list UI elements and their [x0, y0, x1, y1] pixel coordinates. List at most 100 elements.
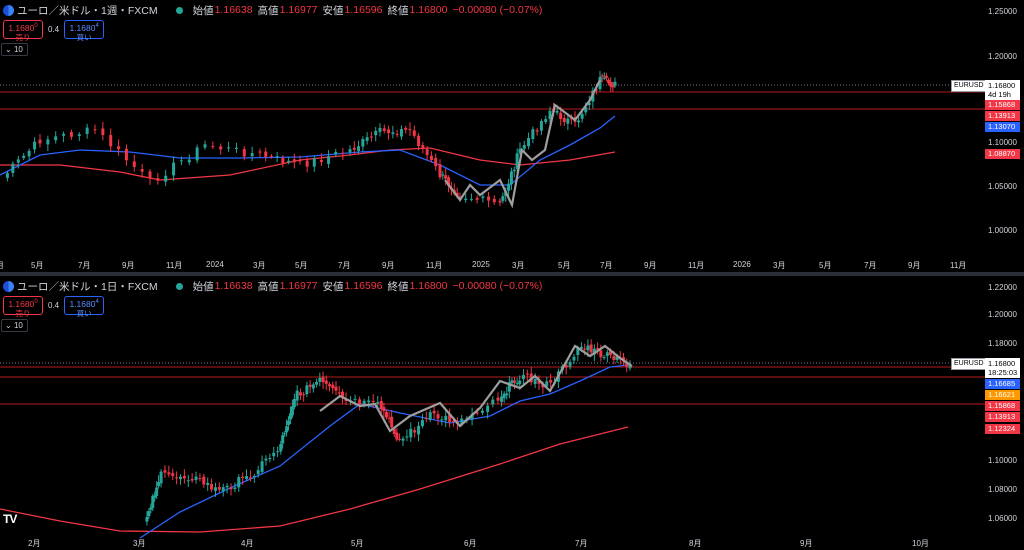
pane-divider[interactable]	[0, 272, 1024, 276]
time-tick-label: 5月	[295, 261, 308, 270]
candle-body	[140, 168, 144, 172]
price-level-tag: 1.12324	[985, 424, 1020, 434]
symbol-price-tag: EURUSD	[951, 358, 987, 370]
weekly-candlestick-chart[interactable]	[0, 0, 1024, 272]
candle-body	[409, 428, 413, 438]
candle-body	[341, 152, 345, 154]
candle-body	[46, 139, 50, 145]
candle-body	[498, 200, 502, 203]
candle-body	[182, 475, 186, 479]
candle-body	[405, 436, 409, 438]
time-tick-label: 2025	[472, 260, 490, 269]
volume-toggle[interactable]: ⌄ 10	[1, 319, 28, 332]
candle-body	[109, 135, 113, 147]
candle-body	[628, 364, 632, 369]
candle-body	[264, 458, 268, 461]
time-tick-label: 11月	[688, 261, 705, 270]
candle-body	[395, 432, 399, 440]
symbol-title[interactable]: ユーロ／米ドル・1週・FXCM	[17, 4, 158, 17]
close-label: 終値	[387, 4, 409, 17]
sell-button[interactable]: 1.16800 売り	[3, 296, 43, 318]
candle-body	[268, 457, 272, 459]
candle-body	[217, 486, 221, 490]
candle-body	[579, 346, 583, 349]
price-tick-label: 1.18000	[988, 339, 1017, 348]
candle-body	[384, 411, 388, 418]
candle-body	[227, 147, 231, 149]
time-tick-label: 9月	[382, 261, 395, 270]
candle-body	[382, 407, 386, 412]
candle-body	[390, 416, 394, 428]
volume-toggle[interactable]: ⌄ 10	[1, 43, 28, 56]
candle-body	[549, 379, 553, 383]
symbol-title[interactable]: ユーロ／米ドル・1日・FXCM	[17, 280, 158, 293]
candle-body	[117, 146, 121, 150]
candle-body	[509, 171, 513, 185]
symbol-price-tag: EURUSD	[951, 80, 987, 92]
candle-body	[369, 136, 373, 138]
candle-body	[412, 130, 416, 136]
candle-body	[572, 356, 576, 361]
candle-body	[260, 461, 264, 472]
candle-body	[290, 406, 294, 416]
candle-body	[600, 75, 604, 77]
candle-body	[521, 375, 525, 380]
candle-body	[203, 144, 207, 148]
candle-body	[186, 480, 190, 482]
candle-body	[399, 128, 403, 137]
candle-body	[436, 414, 440, 419]
candle-body	[258, 151, 262, 153]
time-tick-label: 3月	[133, 539, 146, 548]
close-value: 1.16800	[409, 4, 448, 16]
price-level-tag: 1.16685	[985, 379, 1020, 389]
candle-body	[33, 141, 37, 150]
candle-body	[276, 451, 280, 453]
candle-body	[382, 128, 386, 131]
weekly-chart-pane[interactable]: ユーロ／米ドル・1週・FXCM 始値 1.16638 高値 1.16977 安値 1.…	[0, 0, 1024, 272]
ma-slow-line	[0, 426, 629, 533]
candle-body	[148, 171, 152, 178]
candle-body	[298, 392, 302, 396]
candle-body	[555, 110, 559, 113]
candle-body	[480, 410, 484, 413]
sell-button[interactable]: 1.16800 売り	[3, 20, 43, 42]
candle-body	[365, 137, 369, 141]
candle-body	[264, 151, 268, 157]
tradingview-logo[interactable]: TV	[3, 512, 17, 526]
candle-body	[448, 414, 452, 422]
candle-body	[584, 107, 588, 113]
candle-body	[598, 77, 602, 89]
candle-body	[413, 430, 417, 433]
candle-body	[562, 117, 566, 123]
candle-body	[77, 134, 81, 137]
time-tick-label: 9月	[800, 539, 813, 548]
candle-body	[334, 386, 338, 391]
candle-body	[568, 362, 572, 367]
last-price: 1.16800	[988, 359, 1016, 368]
last-price-box: 1.16800 4d 19h	[985, 80, 1020, 100]
harmonic-pattern-line	[444, 79, 601, 209]
buy-button[interactable]: 1.16804 買い	[64, 296, 105, 318]
candle-body	[531, 129, 535, 139]
candle-body	[190, 478, 194, 481]
buy-button[interactable]: 1.16804 買い	[64, 20, 105, 42]
daily-chart-pane[interactable]: ユーロ／米ドル・1日・FXCM 始値 1.16638 高値 1.16977 安値 1.…	[0, 276, 1024, 550]
candle-body	[458, 196, 462, 199]
candle-body	[311, 384, 315, 389]
candle-body	[404, 127, 408, 130]
candle-body	[487, 196, 491, 201]
candle-body	[580, 113, 584, 119]
daily-candlestick-chart[interactable]	[0, 276, 1024, 550]
bar-timer: 4d 19h	[988, 90, 1011, 99]
candle-body	[22, 155, 26, 158]
buy-price: 1.1680	[69, 22, 96, 33]
candle-body	[272, 452, 276, 457]
candle-body	[609, 350, 613, 356]
time-tick-label: 5月	[819, 261, 832, 270]
candle-body	[54, 136, 58, 141]
candle-body	[281, 435, 285, 444]
candle-body	[179, 160, 183, 162]
candle-body	[327, 156, 331, 164]
candle-body	[163, 470, 167, 473]
candle-body	[156, 178, 160, 181]
